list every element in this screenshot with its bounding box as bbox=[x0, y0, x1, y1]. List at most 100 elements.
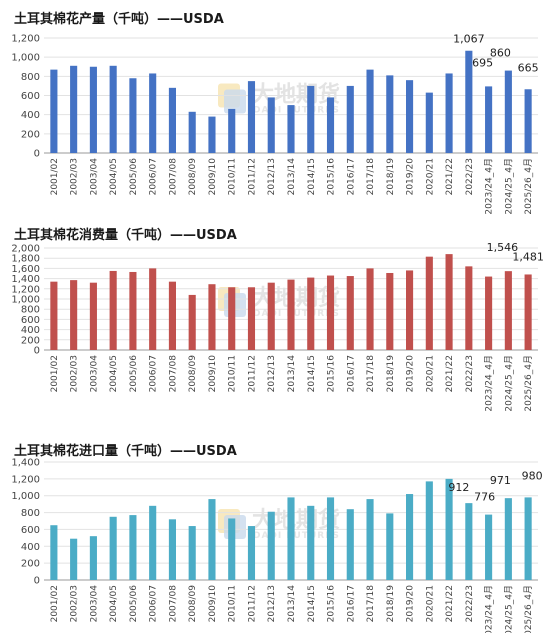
bar bbox=[89, 66, 97, 153]
x-tick-label: 2006/07 bbox=[149, 585, 159, 622]
y-tick-label: 0 bbox=[34, 576, 40, 587]
bar bbox=[425, 256, 433, 350]
x-tick-label: 2016/17 bbox=[346, 355, 356, 392]
bar bbox=[445, 73, 453, 153]
bar bbox=[287, 105, 295, 153]
bar bbox=[109, 270, 117, 350]
bar bbox=[346, 85, 354, 153]
bar bbox=[524, 274, 532, 350]
x-tick-label: 2008/09 bbox=[188, 585, 198, 623]
x-tick-label: 2003/04 bbox=[89, 158, 99, 196]
y-tick-label: 200 bbox=[21, 559, 40, 570]
chart-title: 土耳其棉花产量（千吨）——USDA bbox=[14, 12, 224, 27]
bar bbox=[307, 85, 315, 153]
bar bbox=[504, 70, 512, 153]
watermark-name: 大地期货 bbox=[252, 82, 340, 108]
x-tick-label: 2007/08 bbox=[168, 158, 178, 196]
bar bbox=[406, 494, 414, 580]
data-label: 776 bbox=[474, 491, 495, 504]
bar bbox=[425, 481, 433, 580]
x-tick-label: 2007/08 bbox=[168, 585, 178, 623]
y-tick-label: 0 bbox=[34, 346, 40, 357]
bar bbox=[504, 271, 512, 350]
x-tick-label: 2016/17 bbox=[346, 158, 356, 195]
bar bbox=[465, 503, 473, 580]
y-tick-label: 0 bbox=[34, 149, 40, 160]
bar bbox=[287, 497, 295, 580]
x-tick-label: 2008/09 bbox=[188, 355, 198, 393]
data-label: 912 bbox=[448, 481, 469, 494]
x-tick-label: 2011/12 bbox=[247, 158, 257, 195]
x-tick-label: 2009/10 bbox=[208, 355, 218, 393]
bar bbox=[70, 538, 78, 580]
bar bbox=[465, 50, 473, 153]
bar bbox=[149, 505, 157, 580]
y-tick-label: 1,000 bbox=[11, 295, 40, 306]
bar bbox=[129, 78, 137, 153]
bar bbox=[504, 498, 512, 580]
bar bbox=[366, 499, 374, 580]
bar bbox=[247, 81, 256, 153]
data-label: 695 bbox=[472, 56, 493, 69]
x-tick-label: 2001/02 bbox=[50, 158, 60, 195]
chart-title: 土耳其棉花消费量（千吨）——USDA bbox=[14, 228, 237, 243]
bar bbox=[485, 276, 493, 350]
bar bbox=[149, 268, 157, 350]
bar bbox=[524, 89, 532, 153]
x-tick-label: 2010/11 bbox=[228, 158, 238, 195]
bar bbox=[287, 279, 295, 350]
x-tick-label: 2001/02 bbox=[50, 585, 60, 622]
bar bbox=[89, 536, 97, 580]
y-tick-label: 1,800 bbox=[11, 254, 40, 265]
watermark-name: 大地期货 bbox=[252, 507, 340, 533]
bar bbox=[465, 266, 473, 350]
x-tick-label: 2009/10 bbox=[208, 158, 218, 196]
y-tick-label: 1,000 bbox=[11, 53, 40, 64]
x-tick-label: 2018/19 bbox=[386, 585, 396, 623]
x-tick-label: 2020/21 bbox=[425, 355, 435, 392]
x-tick-label: 2023/24_4月 bbox=[484, 585, 495, 633]
x-tick-label: 2004/05 bbox=[109, 585, 119, 622]
x-tick-label: 2024/25_4月 bbox=[503, 585, 514, 633]
x-tick-label: 2022/23 bbox=[465, 585, 475, 622]
bar bbox=[307, 277, 315, 350]
x-tick-label: 2017/18 bbox=[366, 355, 376, 393]
watermark-subtitle: DADI FUTURES bbox=[253, 531, 340, 541]
x-tick-label: 2025/26_4月 bbox=[523, 158, 534, 215]
bar bbox=[228, 108, 236, 153]
y-tick-label: 2,000 bbox=[11, 244, 40, 255]
y-tick-label: 1,000 bbox=[11, 491, 40, 502]
bar bbox=[188, 526, 196, 580]
bar bbox=[267, 511, 275, 580]
y-tick-label: 400 bbox=[21, 542, 40, 553]
x-tick-label: 2003/04 bbox=[89, 355, 99, 393]
x-tick-label: 2019/20 bbox=[406, 158, 416, 196]
y-tick-label: 600 bbox=[21, 315, 40, 326]
x-tick-label: 2019/20 bbox=[406, 585, 416, 623]
bar bbox=[485, 514, 493, 580]
data-label: 1,481 bbox=[512, 250, 544, 263]
bar bbox=[188, 111, 196, 153]
data-label: 1,067 bbox=[453, 33, 485, 46]
bar bbox=[326, 497, 335, 580]
x-tick-label: 2010/11 bbox=[228, 585, 238, 622]
x-tick-label: 2020/21 bbox=[425, 585, 435, 622]
bar bbox=[168, 281, 176, 350]
chart-panel-consumption: 土耳其棉花消费量（千吨）——USDA 大地期货 DADI FUTURES 0 200 4… bbox=[0, 224, 550, 414]
bar bbox=[188, 294, 196, 350]
bar bbox=[366, 268, 374, 350]
bar bbox=[485, 86, 493, 153]
x-tick-label: 2007/08 bbox=[168, 355, 178, 393]
y-tick-label: 1,200 bbox=[11, 34, 40, 45]
y-tick-label: 400 bbox=[21, 110, 40, 121]
data-label: 860 bbox=[490, 47, 511, 60]
bar bbox=[208, 116, 216, 153]
x-tick-label: 2020/21 bbox=[425, 158, 435, 195]
x-tick-label: 2002/03 bbox=[70, 585, 80, 622]
x-tick-label: 2019/20 bbox=[406, 355, 416, 393]
x-tick-label: 2005/06 bbox=[129, 585, 139, 623]
x-tick-label: 2012/13 bbox=[267, 355, 277, 392]
bar bbox=[247, 526, 256, 580]
